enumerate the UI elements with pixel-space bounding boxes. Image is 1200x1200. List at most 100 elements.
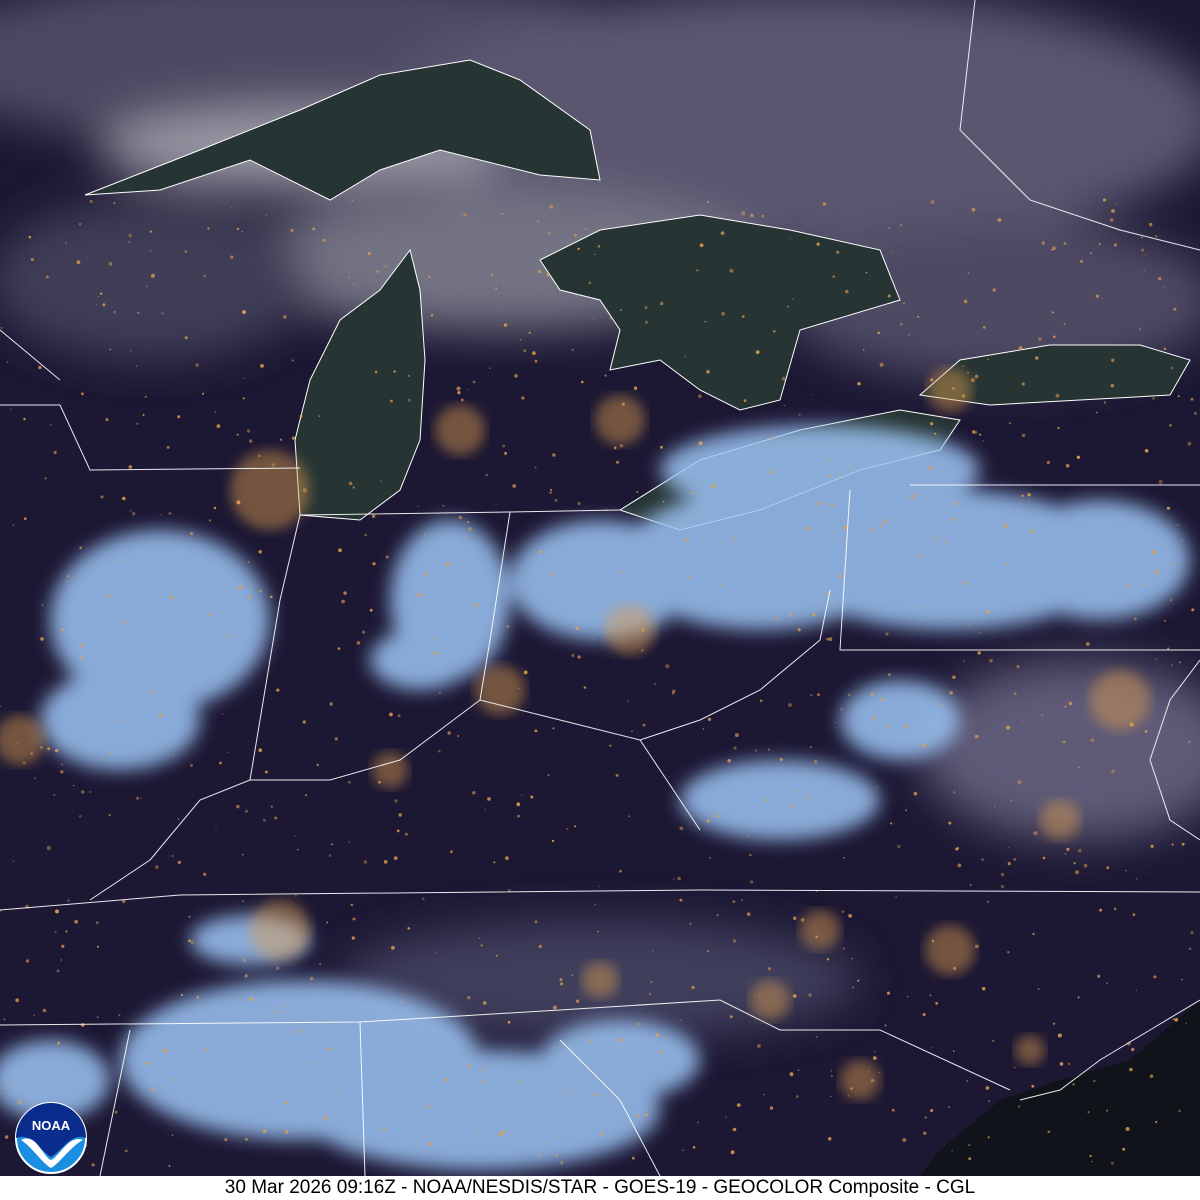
city-light [316,763,319,767]
city-light [107,594,111,598]
city-light [196,995,200,999]
city-light [553,1046,556,1049]
city-light [334,737,338,741]
city-light [312,227,316,231]
city-light [309,976,314,981]
city-light [1170,366,1174,370]
city-light [296,848,299,851]
city-light [932,537,936,541]
city-light [739,779,742,781]
city-light [597,614,599,616]
city-light [426,1057,429,1060]
city-light [982,326,986,329]
city-light [445,562,450,567]
city-light [930,1109,934,1112]
city-light [56,1041,61,1045]
city-light [879,362,884,367]
svg-text:NOAA: NOAA [32,1118,71,1133]
city-light [1063,740,1066,744]
city-light [577,247,580,250]
city-light [930,378,934,382]
city-light [666,1037,668,1039]
city-light [249,439,253,443]
city-light [108,814,111,817]
city-light [975,944,979,949]
city-light [1149,222,1153,227]
city-light [258,748,263,752]
city-light [699,243,704,247]
city-light [1051,311,1054,314]
city-light [1021,433,1026,438]
city-light [1153,975,1157,979]
city-light [550,488,553,491]
city-light [1191,608,1195,612]
city-light [709,857,711,859]
city-light [138,612,140,614]
city-light [504,451,508,455]
city-light [302,720,306,724]
city-light [1140,583,1144,587]
metro-glow [0,715,45,765]
city-light [750,613,753,616]
city-light [963,660,965,662]
city-light [593,253,596,256]
city-light [887,673,892,677]
city-light [89,200,93,203]
city-light [231,206,233,209]
city-light [1177,395,1180,398]
city-light [1103,401,1106,404]
city-light [1115,203,1118,205]
city-light [750,880,754,884]
city-light [91,1163,95,1167]
city-light [44,477,47,480]
city-light [848,914,852,918]
city-light [74,919,78,924]
city-light [433,637,436,640]
metro-glow [750,980,790,1020]
city-light [456,386,461,391]
city-light [589,1039,593,1043]
city-light [25,959,30,963]
metro-glow [595,395,645,445]
city-light [532,351,536,355]
city-light [729,268,734,273]
city-light [302,488,307,493]
city-light [857,382,861,386]
city-light [236,433,239,436]
city-light [684,355,687,358]
city-light [911,743,913,745]
city-light [604,374,607,377]
city-light [426,1105,431,1109]
city-light [322,238,326,242]
city-light [523,349,527,353]
city-light [1122,1147,1126,1151]
city-light [294,894,297,897]
city-light [290,228,294,233]
city-light [1141,248,1145,252]
city-light [493,861,496,864]
city-light [835,722,837,724]
city-light [384,265,387,268]
city-light [53,794,56,796]
city-light [142,413,145,416]
city-light [1190,931,1194,935]
city-light [997,218,1002,222]
city-light [338,548,342,553]
city-light [1099,908,1103,912]
city-light [992,1039,995,1042]
city-light [677,876,681,881]
city-light [480,944,483,947]
city-light [797,1069,800,1071]
city-light [725,1116,727,1119]
city-light [985,610,990,614]
city-light [571,348,574,351]
city-light [110,751,112,754]
city-light [487,797,491,801]
city-light [1139,328,1141,331]
city-light [136,422,139,425]
city-light [1188,947,1192,951]
city-light [850,1087,853,1090]
city-light [1057,427,1060,430]
